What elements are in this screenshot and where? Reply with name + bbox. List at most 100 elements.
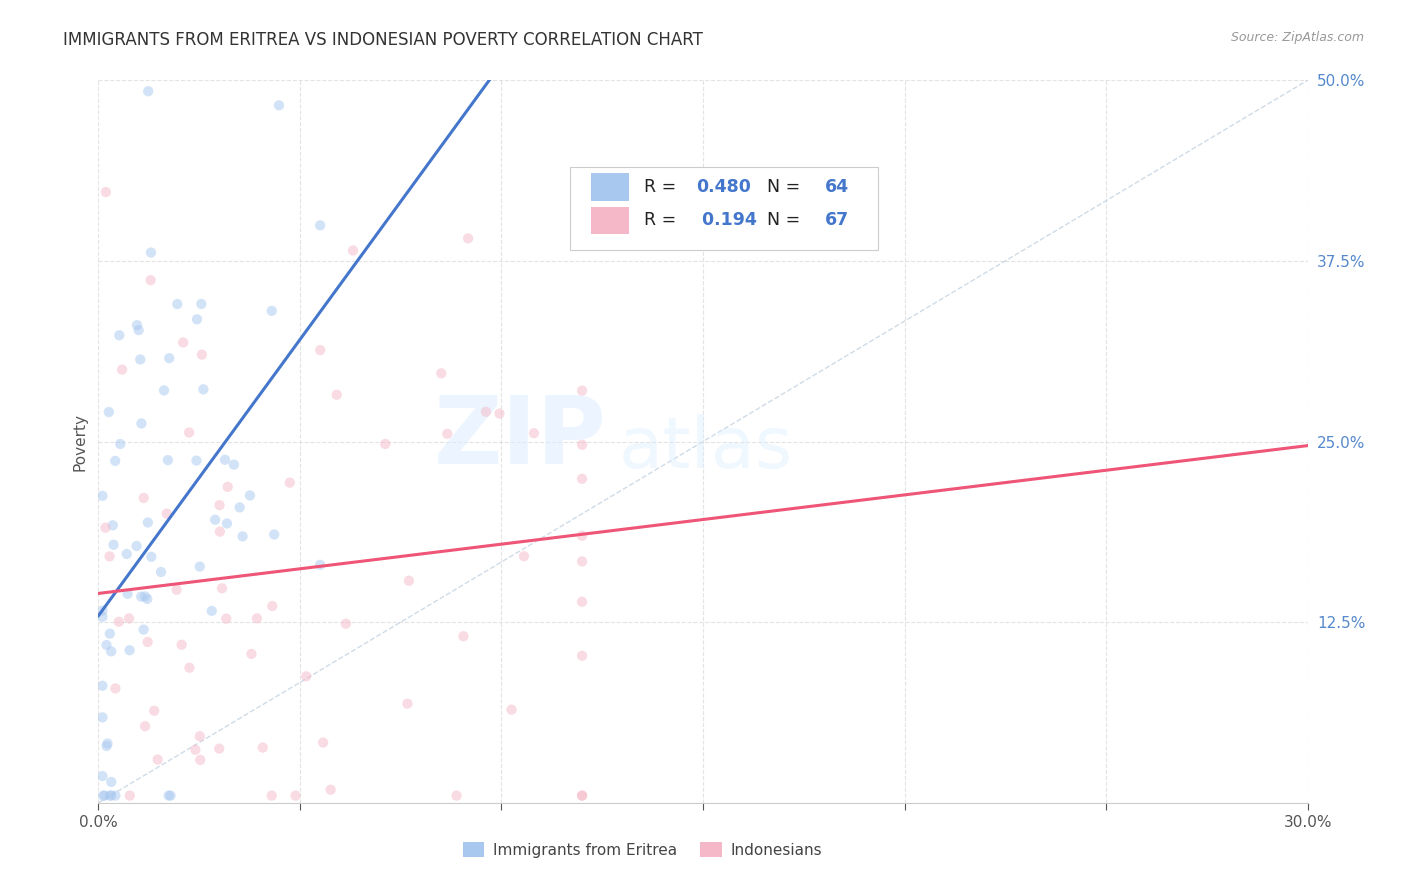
Point — [312, 735, 335, 749]
Point — [184, 743, 207, 757]
Point — [153, 384, 176, 398]
Point — [571, 554, 593, 568]
Point — [132, 623, 155, 637]
Point — [136, 516, 159, 530]
Point — [571, 595, 593, 609]
Point — [374, 437, 396, 451]
Point — [232, 529, 254, 543]
Point — [208, 741, 231, 756]
Point — [125, 318, 148, 333]
Point — [513, 549, 536, 564]
Point — [98, 626, 121, 640]
Point — [217, 480, 239, 494]
Point — [136, 591, 159, 606]
Point — [117, 587, 139, 601]
Point — [100, 644, 122, 658]
Point — [100, 775, 122, 789]
Point — [457, 231, 479, 245]
Point — [118, 611, 141, 625]
Point — [246, 611, 269, 625]
Point — [94, 521, 117, 535]
Point — [91, 604, 114, 618]
Point — [134, 719, 156, 733]
Point — [188, 729, 211, 743]
Point — [131, 417, 153, 431]
Point — [143, 704, 166, 718]
Point — [110, 437, 132, 451]
Point — [98, 789, 121, 803]
Text: IMMIGRANTS FROM ERITREA VS INDONESIAN POVERTY CORRELATION CHART: IMMIGRANTS FROM ERITREA VS INDONESIAN PO… — [63, 31, 703, 49]
Point — [141, 549, 163, 564]
Point — [104, 681, 127, 696]
Point — [128, 323, 150, 337]
Point — [101, 518, 124, 533]
Point — [571, 648, 593, 663]
FancyBboxPatch shape — [569, 167, 879, 250]
Point — [96, 638, 118, 652]
Point — [108, 615, 131, 629]
Point — [118, 643, 141, 657]
Point — [98, 549, 121, 564]
Point — [475, 405, 498, 419]
Point — [193, 382, 215, 396]
Point — [139, 273, 162, 287]
Point — [108, 328, 131, 343]
Point — [398, 574, 420, 588]
Point — [309, 343, 332, 357]
Point — [215, 612, 238, 626]
Text: 0.194: 0.194 — [696, 211, 756, 229]
Point — [228, 500, 250, 515]
Point — [186, 312, 208, 326]
Point — [488, 407, 510, 421]
Point — [166, 297, 188, 311]
Point — [309, 558, 332, 572]
Point — [100, 789, 122, 803]
Point — [134, 590, 156, 604]
FancyBboxPatch shape — [591, 207, 630, 235]
Point — [215, 516, 238, 531]
Point — [453, 629, 475, 643]
Point — [91, 710, 114, 724]
Text: atlas: atlas — [619, 414, 793, 483]
Point — [170, 638, 193, 652]
Point — [326, 388, 349, 402]
Point — [103, 538, 125, 552]
Text: ZIP: ZIP — [433, 392, 606, 484]
Point — [157, 789, 180, 803]
Point — [201, 604, 224, 618]
Text: Source: ZipAtlas.com: Source: ZipAtlas.com — [1230, 31, 1364, 45]
Text: 67: 67 — [825, 211, 849, 229]
Point — [571, 789, 593, 803]
Point — [93, 789, 115, 803]
Point — [157, 351, 180, 366]
Legend: Immigrants from Eritrea, Indonesians: Immigrants from Eritrea, Indonesians — [457, 836, 828, 863]
Point — [91, 789, 114, 803]
Point — [335, 616, 357, 631]
Point — [91, 489, 114, 503]
Point — [179, 661, 201, 675]
Point — [263, 527, 285, 541]
Point — [239, 488, 262, 502]
Point — [571, 789, 593, 803]
Point — [104, 454, 127, 468]
Point — [125, 539, 148, 553]
Y-axis label: Poverty: Poverty — [72, 412, 87, 471]
Point — [571, 202, 593, 216]
Point — [214, 452, 236, 467]
Point — [191, 348, 214, 362]
Point — [523, 426, 546, 441]
Point — [204, 513, 226, 527]
Text: R =: R = — [644, 178, 682, 196]
Point — [260, 304, 283, 318]
Point — [136, 635, 159, 649]
Point — [91, 679, 114, 693]
Text: N =: N = — [756, 211, 806, 229]
Point — [188, 753, 211, 767]
Point — [115, 547, 138, 561]
Point — [190, 297, 212, 311]
Point — [295, 669, 318, 683]
Point — [501, 703, 523, 717]
Point — [150, 565, 173, 579]
Point — [252, 740, 274, 755]
Point — [284, 789, 307, 803]
